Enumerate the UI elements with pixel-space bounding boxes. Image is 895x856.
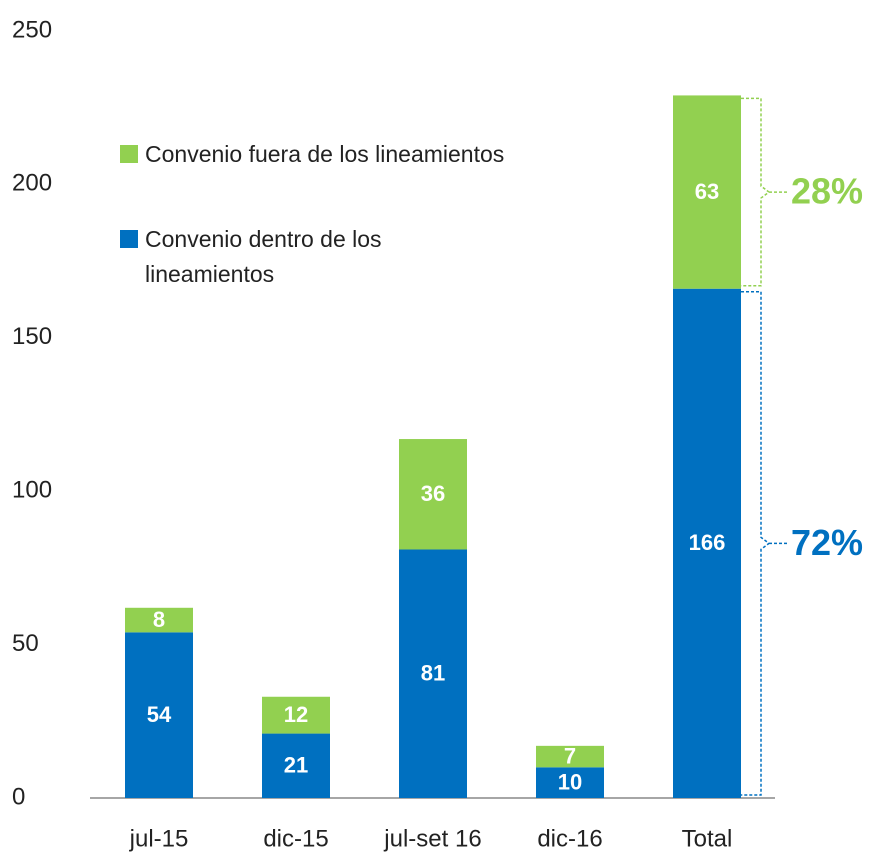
x-tick-label: jul-set 16	[383, 825, 481, 852]
bar-segment	[399, 439, 467, 550]
data-label: 63	[695, 179, 719, 204]
data-label: 81	[421, 661, 445, 686]
x-tick-label: dic-15	[263, 825, 328, 852]
y-tick-label: 200	[12, 170, 52, 197]
bar-segment	[399, 549, 467, 798]
bar-segment	[262, 733, 330, 798]
bar-segment	[125, 632, 193, 798]
bar-segment	[262, 696, 330, 734]
y-tick-label: 100	[12, 477, 52, 504]
bar-segment	[536, 767, 604, 798]
legend-item: Convenio fuera de los lineamientos	[120, 137, 504, 172]
legend-label: Convenio fuera de los lineamientos	[145, 141, 505, 167]
data-label: 54	[147, 702, 172, 727]
data-label: 166	[689, 530, 726, 555]
x-tick-label: dic-16	[537, 825, 602, 852]
data-label: 12	[284, 702, 308, 727]
y-tick-label: 250	[12, 16, 52, 43]
bracket	[741, 97, 789, 287]
bar-segment	[673, 288, 741, 798]
y-tick-label: 0	[12, 783, 25, 810]
data-label: 10	[558, 769, 582, 794]
legend-label: Convenio dentro de los lineamientos	[145, 226, 382, 287]
legend-swatch	[120, 230, 138, 248]
legend-item: Convenio dentro de los lineamientos	[120, 222, 450, 292]
annotation: 28%	[791, 171, 863, 212]
legend-swatch	[120, 145, 138, 163]
y-tick-label: 150	[12, 323, 52, 350]
data-label: 8	[153, 607, 165, 632]
bar-segment	[536, 745, 604, 768]
bar-segment	[673, 95, 741, 289]
bracket	[741, 290, 789, 796]
data-label: 7	[564, 743, 576, 768]
annotation: 72%	[791, 522, 863, 563]
bar-segment	[125, 607, 193, 633]
legend: Convenio fuera de los lineamientos Conven…	[120, 137, 504, 342]
x-tick-label: jul-15	[129, 825, 189, 852]
data-label: 21	[284, 753, 308, 778]
x-tick-label: Total	[682, 825, 733, 852]
y-tick-label: 50	[12, 630, 39, 657]
data-label: 36	[421, 481, 445, 506]
